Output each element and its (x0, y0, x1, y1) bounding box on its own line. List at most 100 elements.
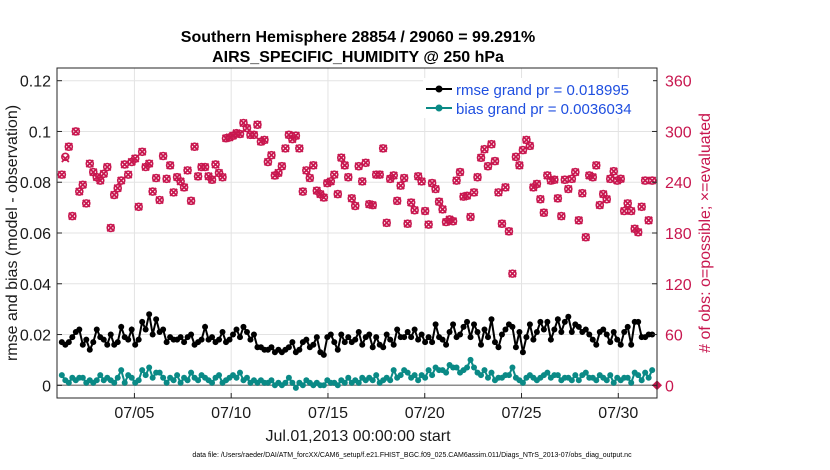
bias-point (583, 370, 589, 376)
bias-point (572, 372, 578, 378)
bias-point (509, 365, 515, 371)
bias-point (171, 377, 177, 383)
bias-point (178, 380, 184, 386)
y-right-tick-label: 0 (665, 378, 674, 395)
rmse-point (94, 326, 100, 332)
rmse-point (69, 334, 75, 340)
rmse-point (502, 326, 508, 332)
rmse-point (443, 342, 449, 348)
y-right-tick-label: 360 (665, 74, 692, 91)
bias-point (150, 375, 156, 381)
rmse-point (101, 337, 107, 343)
bias-point (635, 372, 641, 378)
rmse-point (565, 314, 571, 320)
rmse-point (618, 342, 624, 348)
rmse-point (90, 339, 96, 345)
rmse-point (440, 337, 446, 343)
rmse-point (118, 324, 124, 330)
bias-point (468, 357, 474, 363)
bias-point (185, 377, 191, 383)
y-left-tick-label: 0.08 (20, 175, 51, 192)
rmse-point (548, 337, 554, 343)
rmse-point (188, 332, 194, 338)
bias-point (129, 375, 135, 381)
rmse-point (80, 342, 86, 348)
bias-point (94, 377, 100, 383)
rmse-point (590, 337, 596, 343)
rmse-point (391, 342, 397, 348)
rmse-point (419, 332, 425, 338)
bias-point (391, 367, 397, 373)
rmse-point (628, 342, 634, 348)
rmse-point (405, 329, 411, 335)
rmse-point (450, 321, 456, 327)
bias-point (282, 380, 288, 386)
rmse-point (544, 319, 550, 325)
legend-marker-rmse (436, 86, 443, 93)
rmse-point (401, 334, 407, 340)
rmse-point (635, 319, 641, 325)
rmse-point (475, 329, 481, 335)
rmse-point (415, 337, 421, 343)
rmse-point (621, 329, 627, 335)
bias-point (415, 377, 421, 383)
rmse-point (537, 319, 543, 325)
bias-point (373, 372, 379, 378)
bias-point (157, 370, 163, 376)
bias-point (485, 375, 491, 381)
chart-title-line1: Southern Hemisphere 28854 / 29060 = 99.2… (181, 29, 535, 46)
x-tick-label: 07/30 (598, 405, 638, 422)
bias-point (118, 367, 124, 373)
bias-point (122, 380, 128, 386)
rmse-point (104, 342, 110, 348)
bias-point (422, 375, 428, 381)
bias-point (642, 370, 648, 376)
bias-point (289, 380, 295, 386)
rmse-point (488, 316, 494, 322)
rmse-point (342, 339, 348, 345)
rmse-point (251, 332, 257, 338)
rmse-point (527, 321, 533, 327)
bias-point (520, 380, 526, 386)
bias-point (611, 380, 617, 386)
rmse-point (593, 342, 599, 348)
rmse-point (289, 339, 295, 345)
rmse-point (356, 329, 362, 335)
rmse-point (520, 349, 526, 355)
bias-point (164, 380, 170, 386)
rmse-point (87, 347, 93, 353)
rmse-point (125, 337, 131, 343)
rmse-point (233, 326, 239, 332)
rmse-point (136, 337, 142, 343)
y-left-tick-label: 0.02 (20, 328, 51, 345)
rmse-point (247, 337, 253, 343)
y-right-tick-label: 60 (665, 328, 683, 345)
rmse-point (240, 324, 246, 330)
rmse-point (485, 334, 491, 340)
bias-point (209, 380, 215, 386)
bias-point (293, 385, 299, 391)
rmse-point (408, 334, 414, 340)
rmse-point (216, 337, 222, 343)
rmse-point (457, 332, 463, 338)
bias-point (544, 370, 550, 376)
legend-marker-bias (436, 105, 443, 112)
bias-point (454, 365, 460, 371)
rmse-point (108, 332, 114, 338)
bias-point (639, 377, 645, 383)
rmse-point (607, 339, 613, 345)
rmse-point (513, 344, 519, 350)
bias-point (593, 377, 599, 383)
rmse-point (551, 326, 557, 332)
bias-point (216, 372, 222, 378)
bias-point (426, 367, 432, 373)
rmse-point (492, 339, 498, 345)
y-axis-left-label: rmse and bias (model - observation) (4, 105, 21, 361)
bias-point (80, 375, 86, 381)
rmse-point (209, 334, 215, 340)
bias-point (188, 370, 194, 376)
bias-point (478, 372, 484, 378)
bias-point (174, 372, 180, 378)
x-tick-label: 07/15 (308, 405, 348, 422)
bias-point (370, 377, 376, 383)
